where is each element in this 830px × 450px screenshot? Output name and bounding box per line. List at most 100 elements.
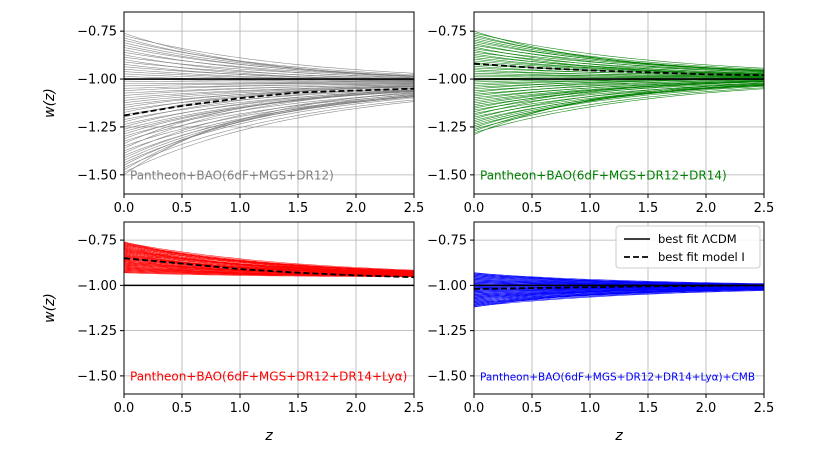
- panel-1: 0.0 0.5 1.0 1.5 2.0 2.5 −0.75 −1.00 −1.25 −1.50 w(…: [42, 11, 424, 216]
- x-tick-label: 0.5: [522, 201, 543, 216]
- sample-curve: [474, 80, 764, 95]
- x-tick-label: 1.5: [638, 401, 659, 416]
- legend: best fit ΛCDM best fit model I: [615, 225, 761, 269]
- sample-curve: [124, 253, 414, 275]
- sample-curve: [474, 84, 764, 123]
- dataset-label: Pantheon+BAO(6dF+MGS+DR12+DR14+Lyα)+CMB: [480, 371, 755, 383]
- sample-curve: [474, 273, 764, 284]
- y-tick-label: −1.50: [427, 168, 467, 183]
- y-axis-label: w(z): [42, 293, 58, 323]
- x-tick-label: 2.0: [696, 201, 717, 216]
- sample-curve: [474, 60, 764, 75]
- y-tick-label: −0.75: [427, 25, 467, 40]
- sample-curve: [474, 77, 764, 79]
- axes-frame: [473, 11, 765, 195]
- x-tick-label: 2.0: [346, 401, 367, 416]
- sample-curve: [474, 287, 764, 292]
- sample-curve: [474, 46, 764, 74]
- sample-curve: [124, 96, 414, 156]
- legend-bestfit-label: best fit model I: [658, 250, 745, 264]
- sample-curve: [474, 87, 764, 130]
- x-tick-label: 1.0: [580, 401, 601, 416]
- sample-curve: [124, 101, 414, 173]
- sample-curve: [474, 272, 764, 285]
- sample-curve: [474, 82, 764, 107]
- sample-curve: [124, 49, 414, 79]
- sample-curve: [124, 32, 414, 77]
- x-tick-label: 0.5: [172, 201, 193, 216]
- sample-curve: [474, 288, 764, 301]
- sample-curve: [124, 91, 414, 132]
- x-axis-label: z: [264, 428, 273, 444]
- sample-curve: [474, 82, 764, 120]
- x-tick-label: 1.5: [288, 201, 309, 216]
- best-fit-line: [474, 284, 764, 290]
- sample-curve: [474, 81, 764, 102]
- sample-curve: [124, 52, 414, 77]
- sample-curve: [124, 243, 414, 272]
- sample-curve: [474, 83, 764, 111]
- sample-curve: [474, 65, 764, 76]
- x-tick-label: 2.0: [696, 401, 717, 416]
- y-tick-label: −1.25: [427, 324, 467, 339]
- y-tick-label: −1.50: [77, 369, 117, 384]
- sample-curve: [124, 86, 414, 106]
- sample-curve: [124, 270, 414, 277]
- sample-curve: [124, 95, 414, 147]
- sample-curve: [474, 287, 764, 293]
- sample-curve: [474, 85, 764, 121]
- sample-curve: [124, 242, 414, 271]
- y-tick-label: −1.00: [427, 279, 467, 294]
- x-tick-label: 1.5: [638, 201, 659, 216]
- y-tick-label: −1.25: [77, 324, 117, 339]
- x-tick-label: 0.0: [114, 401, 135, 416]
- y-tick-label: −0.75: [427, 234, 467, 249]
- x-tick-label: 0.0: [114, 201, 135, 216]
- x-axis-label: z: [614, 428, 623, 444]
- x-tick-label: 0.0: [464, 201, 485, 216]
- axes-frame: [123, 221, 415, 395]
- panel-3: 0.0 0.5 1.0 1.5 2.0 2.5 −0.75 −1.00 −1.25 −1.50 w(…: [42, 221, 425, 444]
- sample-curve: [124, 241, 414, 273]
- x-tick-label: 2.5: [404, 401, 425, 416]
- sample-curve: [474, 72, 764, 77]
- x-tick-label: 2.5: [754, 201, 775, 216]
- sample-curve: [474, 32, 764, 69]
- best-fit-line: [124, 87, 414, 117]
- x-tick-label: 1.0: [230, 401, 251, 416]
- y-tick-label: −1.25: [77, 120, 117, 135]
- sample-curve: [124, 82, 414, 84]
- x-tick-label: 0.5: [522, 401, 543, 416]
- y-tick-label: −1.00: [77, 73, 117, 88]
- x-tick-label: 1.0: [580, 201, 601, 216]
- y-tick-label: −0.75: [77, 234, 117, 249]
- sample-curve: [474, 287, 764, 294]
- panel-2: 0.0 0.5 1.0 1.5 2.0 2.5 −0.75 −1.00 −1.25 −1.50 Pa…: [427, 11, 775, 216]
- legend-box: [615, 225, 761, 269]
- sample-curve: [124, 94, 414, 142]
- sample-curve: [474, 88, 764, 134]
- sample-curve: [124, 97, 414, 164]
- x-tick-label: 2.0: [346, 201, 367, 216]
- sample-curve: [474, 288, 764, 299]
- y-tick-label: −1.50: [77, 168, 117, 183]
- sample-curve: [124, 89, 414, 128]
- sample-curve: [124, 85, 414, 99]
- sample-curve: [124, 80, 414, 83]
- sample-curve: [124, 246, 414, 274]
- sample-curve: [124, 247, 414, 275]
- sample-curve: [474, 55, 764, 74]
- sample-curve: [474, 276, 764, 286]
- sample-curve: [124, 68, 414, 81]
- dataset-label: Pantheon+BAO(6dF+MGS+DR12+DR14+Lyα): [130, 369, 407, 383]
- sample-curve: [124, 40, 414, 76]
- x-tick-label: 2.5: [754, 401, 775, 416]
- sample-curve: [124, 35, 414, 74]
- sample-curve: [124, 54, 414, 80]
- sample-curve: [124, 93, 414, 137]
- best-fit-line: [474, 62, 764, 77]
- sample-curve: [124, 99, 414, 168]
- sample-curves: [474, 272, 764, 308]
- sample-curve: [124, 76, 414, 83]
